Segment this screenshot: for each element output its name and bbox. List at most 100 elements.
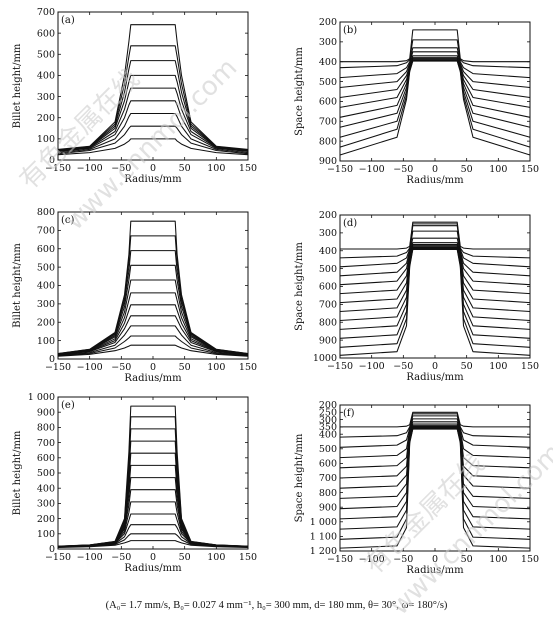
x-tick-label: 0 — [150, 362, 156, 373]
x-tick-label: −50 — [393, 164, 413, 175]
y-tick-label: 500 — [319, 444, 337, 455]
series-line — [339, 247, 531, 339]
y-tick-label: 700 — [37, 7, 55, 18]
series-line — [57, 513, 249, 548]
y-tick-label: 1000 — [313, 353, 337, 364]
series-line — [339, 421, 531, 469]
series-line — [57, 24, 249, 150]
x-tick-label: −50 — [393, 554, 413, 565]
series-line — [57, 325, 249, 356]
x-tick-label: −150 — [45, 552, 71, 563]
series-line — [339, 59, 531, 138]
y-tick-label: 700 — [319, 116, 337, 127]
x-axis-label: Radius/mm — [406, 565, 464, 576]
y-tick-label: 350 — [319, 422, 337, 433]
x-tick-label: −50 — [111, 552, 131, 563]
x-tick-label: −150 — [45, 362, 71, 373]
y-tick-label: 600 — [319, 459, 337, 470]
y-tick-label: 600 — [319, 97, 337, 108]
panel-label: (d) — [343, 218, 357, 229]
x-tick-label: 100 — [489, 554, 507, 565]
y-tick-label: 400 — [37, 483, 55, 494]
series-line — [57, 428, 249, 547]
series-line — [57, 416, 249, 547]
y-tick-label: 900 — [319, 156, 337, 167]
x-axis-label: Radius/mm — [124, 174, 182, 185]
plot-frame — [339, 21, 531, 162]
y-tick-label: 700 — [37, 438, 55, 449]
y-tick-label: 200 — [37, 317, 55, 328]
y-tick-label: 300 — [319, 37, 337, 48]
panel-label: (e) — [61, 400, 75, 411]
x-tick-label: −50 — [111, 362, 131, 373]
series-line — [57, 250, 249, 355]
y-tick-label: 200 — [319, 210, 337, 221]
chart-panel-0: −150 −100 −50 0 50 100 150 0 100 200 300 400 500 600 7… — [12, 7, 257, 185]
y-tick-label: 800 — [37, 207, 55, 218]
series-line — [339, 60, 531, 148]
series-line — [57, 540, 249, 549]
series-line — [57, 235, 249, 355]
series-line — [57, 292, 249, 355]
series-line — [340, 411, 530, 428]
y-tick-label: 300 — [37, 92, 55, 103]
series-line — [339, 424, 531, 489]
series-line — [339, 55, 531, 99]
y-tick-label: 100 — [37, 529, 55, 540]
series-line — [339, 223, 531, 259]
y-tick-label: 600 — [37, 244, 55, 255]
chart-panel-3: −150 −100 −50 0 50 100 150 200 300 400 500 600 700 80… — [294, 210, 539, 383]
plot-frame — [57, 396, 249, 550]
x-tick-label: −150 — [327, 361, 353, 372]
series-line — [339, 237, 531, 286]
series-line — [57, 304, 249, 356]
chart-panel-4: −150 −100 −50 0 50 100 150 0 100 200 300 400 500 600 7… — [12, 392, 257, 574]
series-line — [57, 477, 249, 548]
y-tick-label: 600 — [37, 453, 55, 464]
y-tick-label: 500 — [319, 77, 337, 88]
x-tick-label: 150 — [521, 554, 539, 565]
y-tick-label: 1 100 — [310, 532, 337, 543]
x-tick-label: 150 — [239, 163, 257, 174]
series-line — [339, 427, 531, 520]
series-line — [57, 45, 249, 151]
plot-frame — [57, 11, 249, 161]
panel-label: (c) — [61, 215, 75, 226]
series-line — [339, 57, 531, 108]
series-line — [339, 39, 531, 69]
x-tick-label: 50 — [461, 361, 473, 372]
x-tick-label: −150 — [327, 164, 353, 175]
x-tick-label: −100 — [77, 362, 103, 373]
y-tick-label: 500 — [37, 468, 55, 479]
y-tick-label: 800 — [319, 136, 337, 147]
series-line — [340, 221, 530, 250]
series-line — [339, 418, 531, 459]
y-tick-label: 800 — [37, 423, 55, 434]
x-tick-label: 100 — [489, 361, 507, 372]
y-tick-label: 400 — [319, 57, 337, 68]
x-tick-label: 50 — [179, 163, 191, 174]
series-line — [57, 279, 249, 355]
x-tick-label: 0 — [432, 164, 438, 175]
x-tick-label: 150 — [239, 362, 257, 373]
x-tick-label: 100 — [489, 164, 507, 175]
x-tick-label: −50 — [111, 163, 131, 174]
y-tick-label: 600 — [37, 28, 55, 39]
panel-label: (f) — [343, 408, 355, 419]
y-tick-label: 700 — [37, 226, 55, 237]
figure-caption: (A₀= 1.7 mm/s, B₀= 0.027 4 mm⁻¹, h₀= 300… — [105, 600, 448, 611]
x-tick-label: 0 — [150, 163, 156, 174]
series-line — [57, 100, 249, 153]
y-axis-label: Billet height/mm — [12, 43, 23, 128]
y-tick-label: 500 — [319, 264, 337, 275]
series-line — [339, 428, 531, 540]
x-axis-label: Radius/mm — [406, 175, 464, 186]
x-tick-label: 100 — [207, 163, 225, 174]
x-tick-label: −100 — [359, 164, 385, 175]
series-line — [57, 315, 249, 356]
x-tick-label: 100 — [207, 362, 225, 373]
series-line — [339, 426, 531, 510]
y-tick-label: 200 — [37, 113, 55, 124]
series-line — [57, 533, 249, 548]
